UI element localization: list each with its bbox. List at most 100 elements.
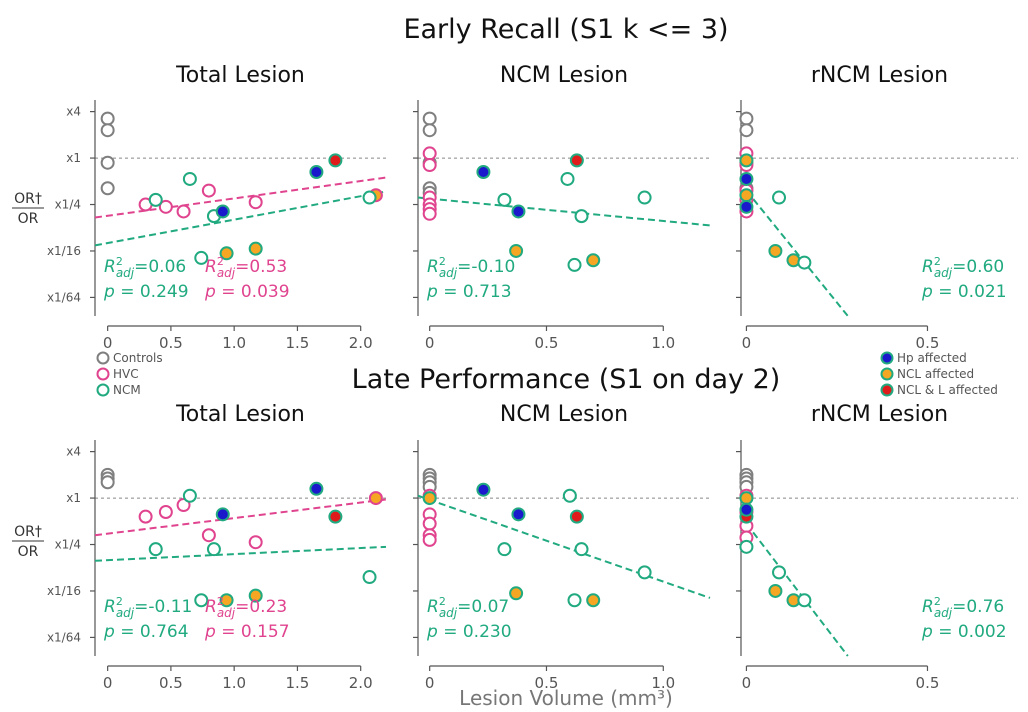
point-controls	[100, 181, 115, 196]
point-ncm-hp	[476, 165, 491, 179]
stat-r2-ncm: R2 adj=0.60	[922, 255, 1004, 280]
stat-r2-ncm: R2 adj=0.76	[922, 595, 1004, 620]
point-ncm	[562, 488, 577, 503]
point-controls	[100, 475, 115, 490]
legend-marker-hvc	[96, 367, 110, 381]
point-ncm-ncl	[219, 593, 234, 608]
point-ncm	[637, 190, 652, 205]
stat-r2-value: =0.23	[235, 597, 287, 617]
point-ncm-ncl	[586, 593, 601, 608]
x-tick-label: 0	[742, 334, 752, 352]
point-ncm-hp	[511, 204, 526, 219]
panel-r1_ncm: NCM Lesion 0 0.5 1.0 R2 adj=-0.10p = 0.713	[413, 63, 711, 352]
x-tick-label: 1.0	[222, 334, 246, 352]
point-controls	[739, 111, 754, 126]
point-ncm	[560, 171, 575, 186]
row-title-late-performance: Late Performance (S1 on day 2)	[352, 364, 781, 395]
panels: Total Lesion x4 x1 x1/4 x1/16 x1/64 0 0.5 1.0 1.5…	[47, 63, 1018, 692]
y-label-numerator: OR†	[14, 524, 42, 540]
point-hvc	[422, 532, 437, 547]
panel-title: Total Lesion	[175, 63, 305, 88]
legend-marker-ncl-l	[880, 383, 894, 397]
point-ncm-ncl	[509, 586, 524, 601]
stat-r2-value: =0.53	[235, 257, 287, 277]
point-ncm-hp	[511, 507, 526, 522]
x-tick-label: 1.5	[286, 334, 310, 352]
point-ncm-ncl	[586, 253, 601, 268]
point-hvc	[158, 199, 173, 214]
point-ncm-ncl	[248, 588, 263, 603]
stat-r2-value: =0.06	[134, 257, 186, 277]
stat-p-ncm: p = 0.249	[103, 282, 189, 302]
point-ncm	[739, 539, 754, 554]
legend-label-controls: Controls	[113, 351, 163, 365]
stat-p-value: = 0.021	[938, 282, 1006, 302]
y-tick-label: x1/16	[47, 584, 81, 598]
point-ncm-ncl	[739, 491, 754, 506]
stat-r2-value: =0.76	[952, 597, 1004, 617]
y-tick-label: x1/16	[47, 244, 81, 258]
legend-affected: Hp affected NCL affected NCL & L affecte…	[880, 351, 998, 397]
panel-r1_rncm: rNCM Lesion 0 0.5 R2 adj=0.60p = 0.021	[736, 63, 1018, 352]
point-ncm-ncl	[248, 241, 263, 256]
x-tick-label: 2.0	[349, 334, 373, 352]
stat-p-value: = 0.713	[443, 282, 511, 302]
fit-line-ncm	[745, 189, 849, 317]
point-ncm	[194, 250, 209, 265]
x-tick-label: 1.0	[651, 674, 675, 692]
point-ncm-hp	[739, 171, 754, 186]
point-hvc-ncl	[368, 491, 383, 506]
point-ncm-ncl	[422, 491, 437, 506]
point-hvc	[422, 516, 437, 531]
x-tick-label: 2.0	[349, 674, 373, 692]
point-ncm	[362, 190, 377, 205]
legend-label-hvc: HVC	[113, 367, 139, 381]
y-tick-label: x4	[66, 105, 81, 119]
x-tick-label: 1.0	[222, 674, 246, 692]
stat-p-hvc: p = 0.157	[204, 622, 290, 642]
stat-p-value: = 0.157	[221, 622, 289, 642]
stat-p-ncm: p = 0.713	[426, 282, 512, 302]
panel-title: rNCM Lesion	[811, 63, 948, 88]
stat-r2-value: =0.07	[457, 597, 509, 617]
point-ncm-ncl	[739, 153, 754, 168]
panel-title: NCM Lesion	[500, 63, 628, 88]
x-tick-label: 0	[425, 334, 435, 352]
point-ncm-ncl_l	[569, 509, 584, 524]
point-ncm-ncl	[739, 188, 754, 203]
stat-p-ncm: p = 0.230	[426, 622, 512, 642]
legend-label-ncl-l: NCL & L affected	[897, 383, 998, 397]
x-tick-label: 0.5	[159, 334, 183, 352]
point-hvc	[422, 146, 437, 161]
point-ncm	[567, 257, 582, 272]
point-ncm-ncl_l	[328, 509, 343, 524]
point-ncm-ncl	[509, 243, 524, 258]
point-ncm	[148, 542, 163, 557]
x-tick-label: 1.0	[651, 334, 675, 352]
point-hvc	[201, 528, 216, 543]
point-hvc	[176, 498, 191, 513]
x-tick-label: 0.5	[535, 334, 559, 352]
y-tick-label: x1/64	[47, 630, 81, 644]
point-ncm	[362, 570, 377, 585]
stat-r2-ncm: R2 adj=0.06	[104, 255, 186, 280]
y-tick-label: x1	[66, 151, 81, 165]
stat-p-value: = 0.249	[120, 282, 188, 302]
stat-p-ncm: p = 0.002	[921, 622, 1007, 642]
legend-marker-ncm	[96, 383, 110, 397]
x-tick-label: 0	[425, 674, 435, 692]
point-ncm-hp	[309, 481, 324, 496]
panel-r1_total: Total Lesion x4 x1 x1/4 x1/16 x1/64 0 0.5 1.0 1.5…	[47, 63, 387, 352]
stat-p-value: = 0.039	[221, 282, 289, 302]
point-hvc	[422, 206, 437, 221]
point-ncm-hp	[739, 502, 754, 517]
point-ncm	[497, 542, 512, 557]
point-controls	[100, 111, 115, 126]
point-ncm-ncl	[219, 246, 234, 261]
point-ncm	[206, 542, 221, 557]
point-ncm-ncl	[768, 243, 783, 258]
stat-p-hvc: p = 0.039	[204, 282, 290, 302]
point-controls	[739, 123, 754, 138]
x-tick-label: 0	[742, 674, 752, 692]
panel-title: rNCM Lesion	[811, 402, 948, 427]
